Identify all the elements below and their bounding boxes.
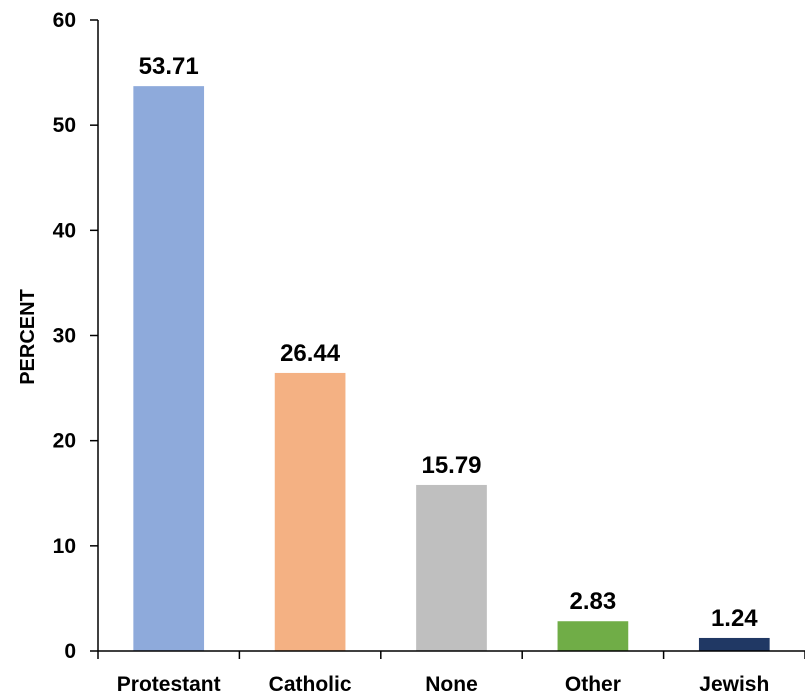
bar-other — [557, 621, 629, 651]
x-category-label: Jewish — [699, 673, 769, 694]
x-category-label: Other — [565, 673, 621, 694]
y-tick-label: 40 — [53, 219, 76, 242]
y-axis: 0 10 20 30 40 50 60 — [53, 9, 99, 663]
x-category-label: Protestant — [117, 673, 221, 694]
y-axis-title: PERCENT — [17, 289, 39, 385]
bar-protestant — [133, 86, 205, 651]
bar-catholic — [274, 372, 346, 651]
y-tick-label: 20 — [53, 430, 76, 453]
x-category-label: None — [425, 673, 478, 694]
data-label: 15.79 — [421, 452, 481, 479]
y-tick-label: 10 — [53, 535, 76, 558]
y-tick-label: 60 — [53, 9, 76, 32]
data-label: 2.83 — [570, 588, 617, 615]
bar-jewish — [698, 637, 770, 651]
x-category-label: Catholic — [269, 673, 352, 694]
data-label: 26.44 — [280, 340, 341, 367]
x-axis: Protestant Catholic None Other Jewish — [97, 650, 805, 694]
bar-none — [416, 484, 487, 651]
y-tick-label: 30 — [53, 325, 76, 348]
y-tick-label: 0 — [64, 640, 76, 663]
bars: 53.71 26.44 15.79 2.83 1.24 — [133, 53, 770, 651]
y-tick-label: 50 — [53, 114, 76, 137]
data-label: 53.71 — [139, 53, 199, 80]
data-label: 1.24 — [711, 605, 758, 632]
